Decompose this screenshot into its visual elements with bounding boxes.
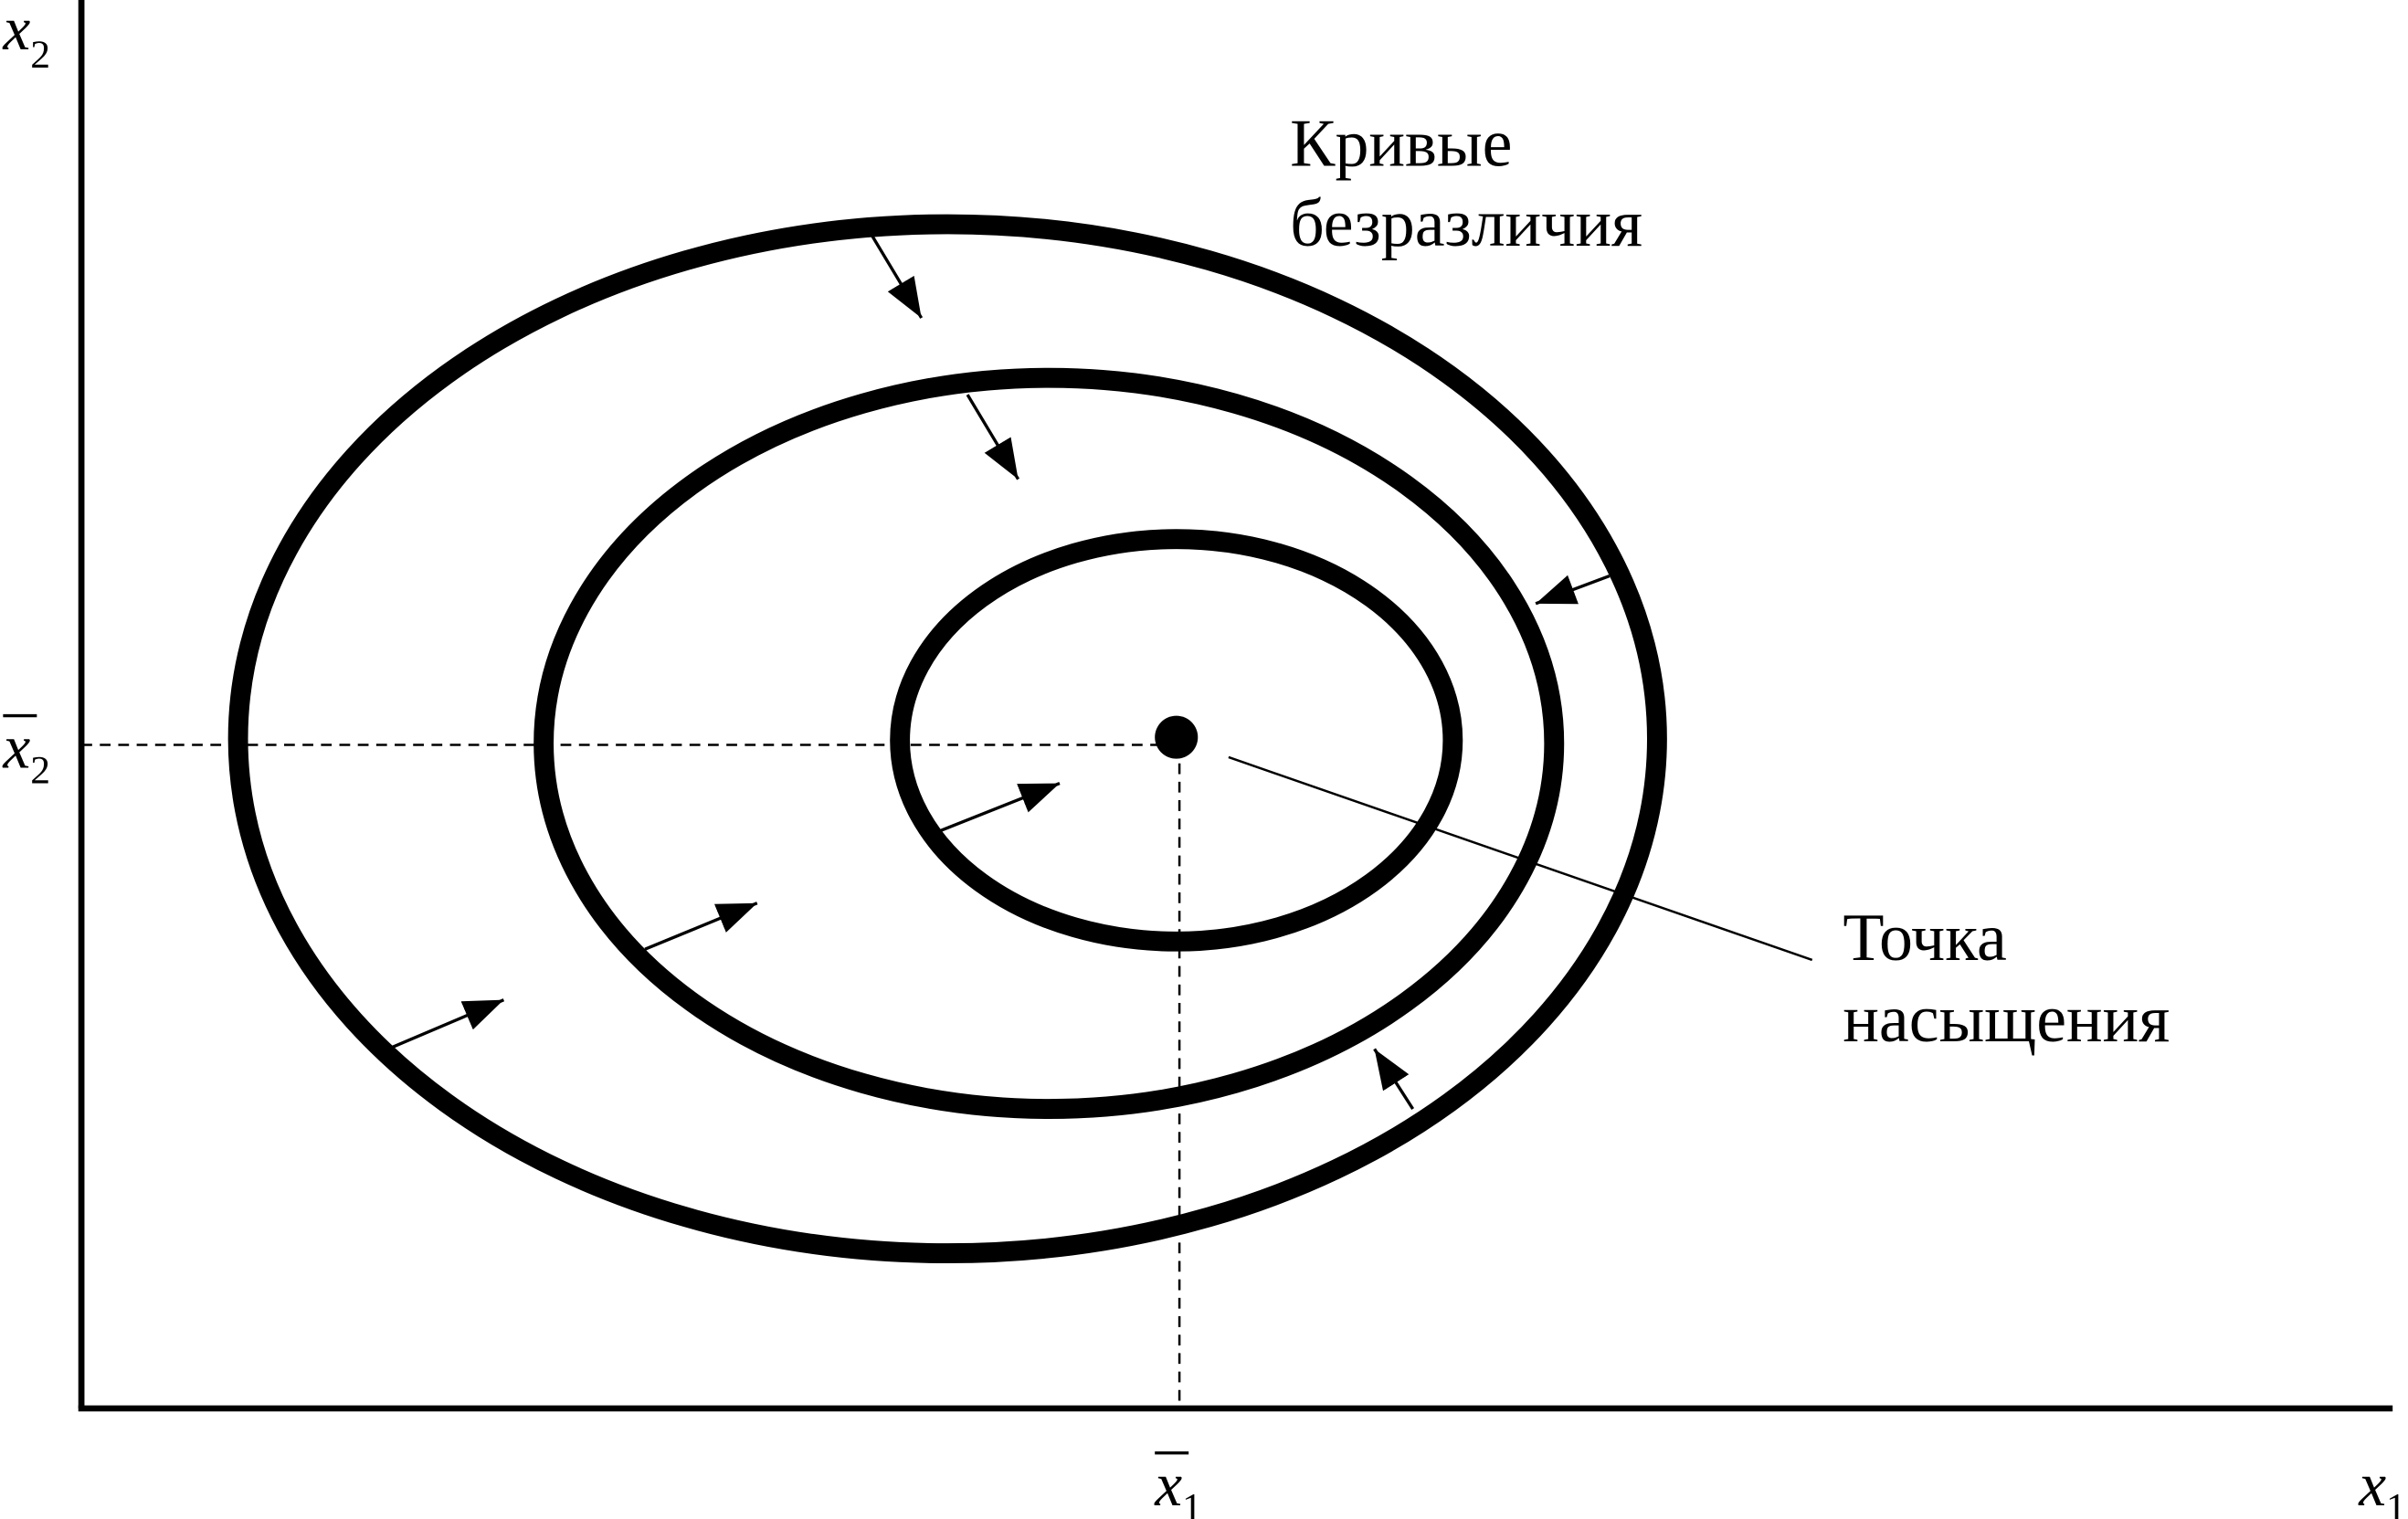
indifference-curve	[890, 529, 1463, 952]
arrow	[391, 998, 505, 1050]
subscript: 1	[1182, 1486, 1202, 1519]
x-mark-label: x1	[1154, 1450, 1202, 1519]
arrow	[644, 902, 758, 951]
indifference-curve	[533, 367, 1565, 1119]
variable: x	[2, 0, 30, 63]
arrow	[1373, 1048, 1415, 1110]
variable: x	[2358, 1450, 2386, 1519]
subscript: 1	[2386, 1486, 2406, 1519]
satiation-label: Точка	[1843, 901, 2007, 976]
arrow	[869, 232, 924, 319]
curves-label: Кривые	[1290, 107, 1512, 182]
subscript: 2	[30, 33, 50, 77]
satiation-label: насыщения	[1843, 982, 2170, 1057]
subscript: 2	[30, 749, 50, 793]
arrow	[966, 394, 1020, 480]
satiation-point	[1155, 715, 1199, 759]
y-axis-label: x2	[2, 0, 50, 77]
arrows	[391, 232, 1611, 1110]
leader-line	[1228, 755, 1813, 962]
y-mark-label: x2	[2, 713, 50, 793]
arrow	[1535, 574, 1611, 606]
arrow	[939, 782, 1061, 833]
variable: x	[1154, 1450, 1182, 1519]
curves-label: безразличия	[1290, 186, 1642, 261]
variable: x	[2, 713, 30, 782]
indifference-curve	[227, 214, 1667, 1264]
x-axis-label: x1	[2358, 1450, 2406, 1519]
